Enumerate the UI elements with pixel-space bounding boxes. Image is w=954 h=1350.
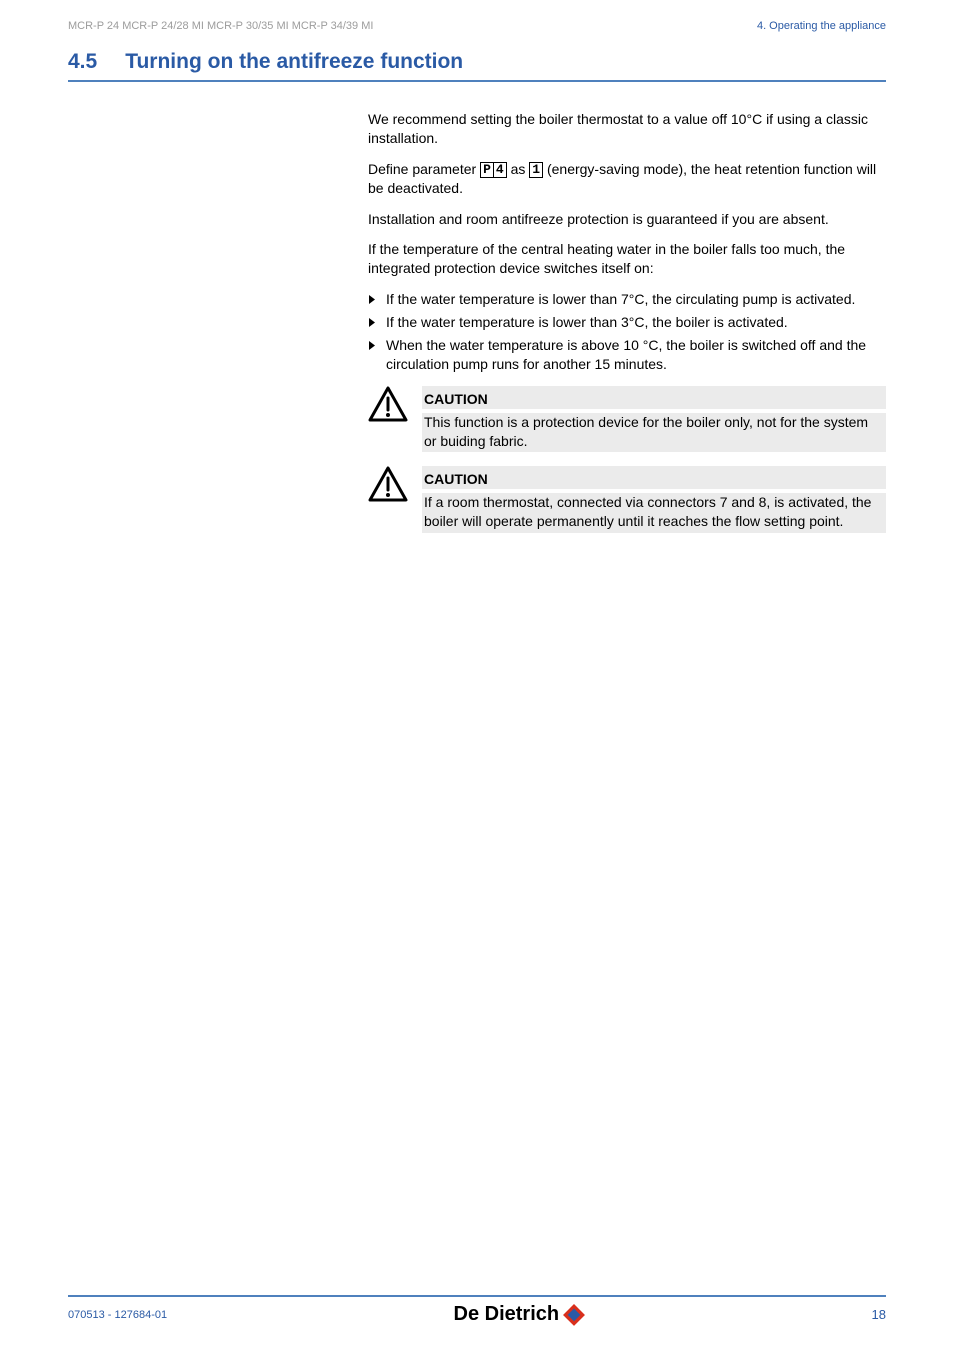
section-number: 4.5 [68,50,97,74]
warning-triangle-icon [368,466,408,502]
brand-text: De Dietrich [454,1303,560,1326]
paragraph: Installation and room antifreeze protect… [368,210,886,229]
list-item: When the water temperature is above 10 °… [368,336,886,374]
text-run: Define parameter [368,161,480,177]
bullet-list: If the water temperature is lower than 7… [368,290,886,374]
list-item-text: When the water temperature is above 10 °… [386,336,886,374]
list-item: If the water temperature is lower than 3… [368,313,886,332]
section-heading: 4.5 Turning on the antifreeze function [68,50,886,82]
list-item: If the water temperature is lower than 7… [368,290,886,309]
page-number: 18 [872,1307,886,1322]
triangle-bullet-icon [368,295,376,304]
caution-heading: CAUTION [422,386,886,409]
caution-body: CAUTION If a room thermostat, connected … [422,466,886,533]
parameter-code: P4 [480,162,507,178]
text-run: as [507,161,530,177]
paragraph: Define parameter P4 as 1 (energy-saving … [368,160,886,198]
triangle-bullet-icon [368,318,376,327]
caution-heading: CAUTION [422,466,886,489]
caution-block: CAUTION This function is a protection de… [368,386,886,453]
header-right: 4. Operating the appliance [757,20,886,32]
page-header: MCR-P 24 MCR-P 24/28 MI MCR-P 30/35 MI M… [0,0,954,40]
caution-text: If a room thermostat, connected via conn… [422,493,886,533]
caution-body: CAUTION This function is a protection de… [422,386,886,453]
diamond-logo-icon [563,1304,585,1326]
list-item-text: If the water temperature is lower than 3… [386,313,886,332]
triangle-bullet-icon [368,341,376,350]
caution-text: This function is a protection device for… [422,413,886,453]
paragraph: If the temperature of the central heatin… [368,240,886,278]
list-item-text: If the water temperature is lower than 7… [386,290,886,309]
header-left: MCR-P 24 MCR-P 24/28 MI MCR-P 30/35 MI M… [68,20,373,32]
content-body: We recommend setting the boiler thermost… [368,110,886,533]
footer-doc-id: 070513 - 127684-01 [68,1309,167,1321]
page-footer: 070513 - 127684-01 De Dietrich 18 [68,1295,886,1326]
brand-logo: De Dietrich [454,1303,586,1326]
section-title: Turning on the antifreeze function [125,50,463,74]
warning-triangle-icon [368,386,408,422]
caution-block: CAUTION If a room thermostat, connected … [368,466,886,533]
paragraph: We recommend setting the boiler thermost… [368,110,886,148]
parameter-value: 1 [529,162,543,178]
